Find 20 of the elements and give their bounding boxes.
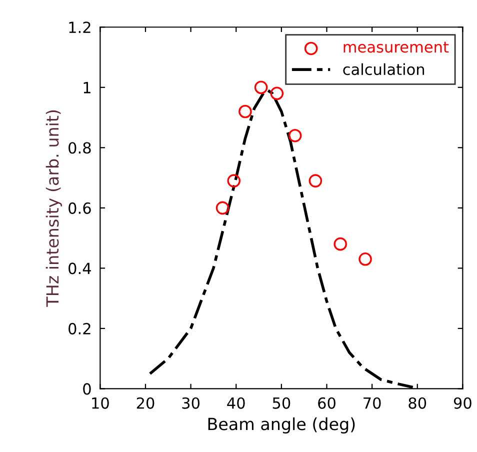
x-tick-label: 60: [318, 397, 336, 409]
legend-label: calculation: [343, 63, 424, 76]
y-tick-label: 0.4: [68, 262, 91, 274]
x-tick-label: 80: [408, 397, 426, 409]
x-tick-label: 20: [136, 397, 154, 409]
x-tick-label: 50: [272, 397, 290, 409]
x-tick-label: 40: [227, 397, 245, 409]
y-tick-label: 1: [84, 82, 90, 94]
y-tick-label: 1.2: [69, 22, 90, 33]
x-tick-label: 10: [92, 397, 109, 409]
legend-label: measurement: [344, 42, 449, 53]
y-tick-label: 0.8: [68, 142, 91, 154]
y-axis-title: THz intensity (arb. unit): [46, 110, 62, 307]
x-tick-label: 70: [364, 397, 381, 409]
x-axis-title: Beam angle (deg): [208, 417, 355, 434]
x-tick-label: 90: [454, 397, 472, 409]
x-tick-label: 30: [182, 397, 200, 409]
y-tick-label: 0: [83, 383, 91, 395]
y-tick-label: 0.6: [68, 202, 91, 214]
y-tick-label: 0.2: [68, 322, 90, 334]
